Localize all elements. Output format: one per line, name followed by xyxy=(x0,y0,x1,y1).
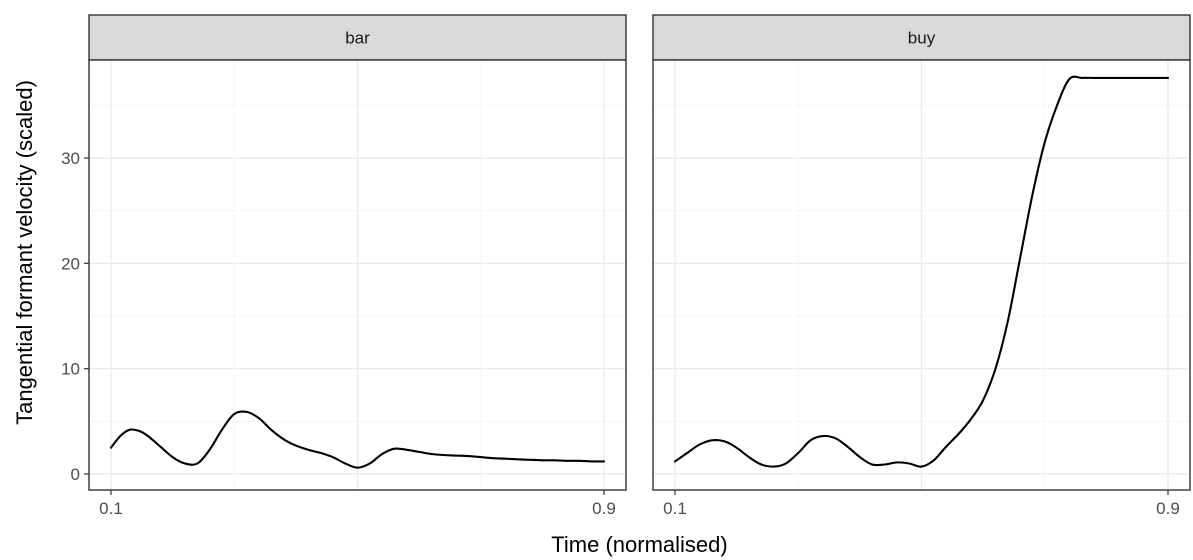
y-axis-title: Tangential formant velocity (scaled) xyxy=(12,80,37,425)
y-tick-label: 30 xyxy=(61,149,80,168)
series-line-bar xyxy=(109,410,606,469)
x-tick-label: 0.1 xyxy=(99,499,123,518)
facet-panel-bar: bar 0.1 0.9 0 10 20 30 xyxy=(61,14,627,518)
facet-panel-buy: buy 0.1 0.9 xyxy=(652,14,1191,518)
facet-strip-label: bar xyxy=(345,29,370,48)
x-tick-label: 0.9 xyxy=(1156,499,1180,518)
y-tick-label: 10 xyxy=(61,360,80,379)
facet-strip xyxy=(652,14,1191,61)
panel-border xyxy=(88,59,627,491)
x-tick-label: 0.9 xyxy=(592,499,616,518)
x-tick-label: 0.1 xyxy=(663,499,687,518)
panel-border xyxy=(652,59,1191,491)
x-axis-title: Time (normalised) xyxy=(551,532,727,557)
y-tick-label: 20 xyxy=(61,254,80,273)
panels-layer: bar 0.1 0.9 0 10 20 30 buy 0.1 0.9 xyxy=(61,14,1191,518)
facet-strip xyxy=(88,14,627,61)
facet-strip-label: buy xyxy=(908,29,936,48)
series-line-buy xyxy=(673,75,1170,468)
y-tick-label: 0 xyxy=(71,465,80,484)
